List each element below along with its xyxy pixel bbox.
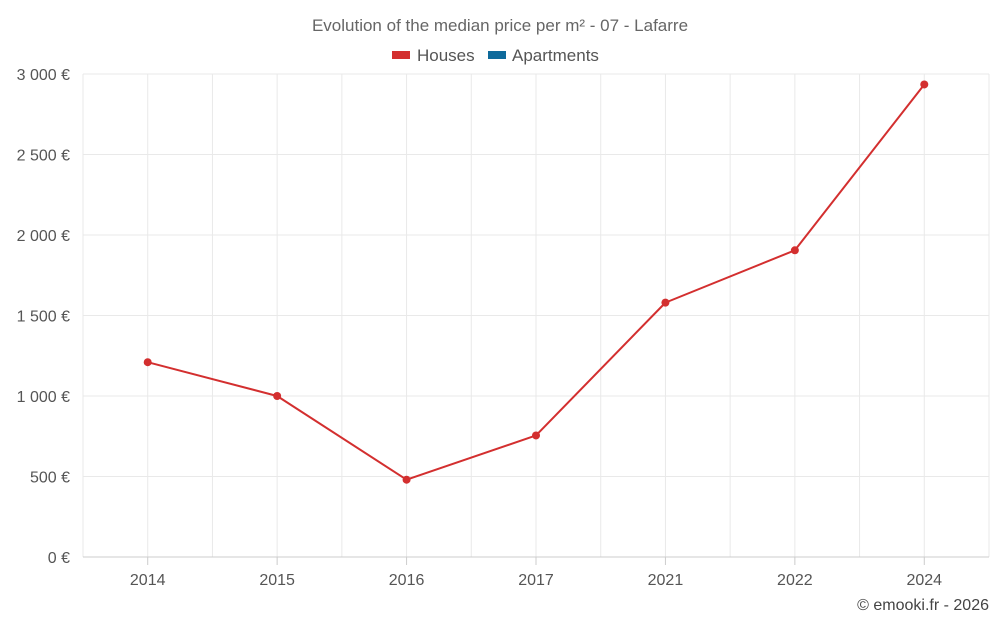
x-tick-label: 2022 bbox=[777, 572, 813, 589]
x-tick-label: 2017 bbox=[518, 572, 554, 589]
data-point-houses-2021[interactable] bbox=[661, 298, 670, 307]
y-axis-ticks: 0 € 500 € 1 000 € 1 500 € 2 000 € 2 500 € 3 00… bbox=[17, 67, 70, 567]
legend-label-apartments[interactable]: Apartments bbox=[512, 46, 599, 65]
y-tick-label: 1 500 € bbox=[17, 309, 70, 326]
data-point-houses-2015[interactable] bbox=[273, 392, 282, 400]
y-tick-label: 0 € bbox=[48, 550, 70, 567]
y-tick-label: 3 000 € bbox=[17, 67, 70, 84]
x-tick-label: 2021 bbox=[648, 572, 684, 589]
data-point-houses-2014[interactable] bbox=[143, 358, 152, 367]
y-tick-label: 500 € bbox=[30, 470, 70, 487]
data-point-houses-2024[interactable] bbox=[920, 80, 929, 89]
x-tick-label: 2014 bbox=[130, 572, 166, 589]
grid bbox=[82, 73, 990, 557]
x-tick-label: 2015 bbox=[259, 572, 295, 589]
x-tick-label: 2016 bbox=[389, 572, 425, 589]
x-axis-ticks: 2014 2015 2016 2017 2021 2022 2024 bbox=[130, 572, 942, 589]
y-tick-label: 2 500 € bbox=[17, 148, 70, 165]
data-point-houses-2016[interactable] bbox=[402, 475, 411, 484]
credit-text: © emooki.fr - 2026 bbox=[857, 597, 989, 614]
y-tick-label: 1 000 € bbox=[17, 389, 70, 406]
legend-swatch-apartments[interactable] bbox=[488, 51, 506, 59]
legend-swatch-houses[interactable] bbox=[392, 51, 410, 59]
x-tick-label: 2024 bbox=[906, 572, 942, 589]
data-point-houses-2022[interactable] bbox=[790, 246, 799, 255]
legend: Houses Apartments bbox=[392, 46, 599, 65]
axes bbox=[83, 556, 989, 565]
chart-title: Evolution of the median price per m² - 0… bbox=[312, 16, 688, 35]
series bbox=[143, 80, 929, 484]
y-tick-label: 2 000 € bbox=[17, 228, 70, 245]
legend-label-houses[interactable]: Houses bbox=[417, 46, 475, 65]
data-point-houses-2017[interactable] bbox=[532, 431, 540, 440]
